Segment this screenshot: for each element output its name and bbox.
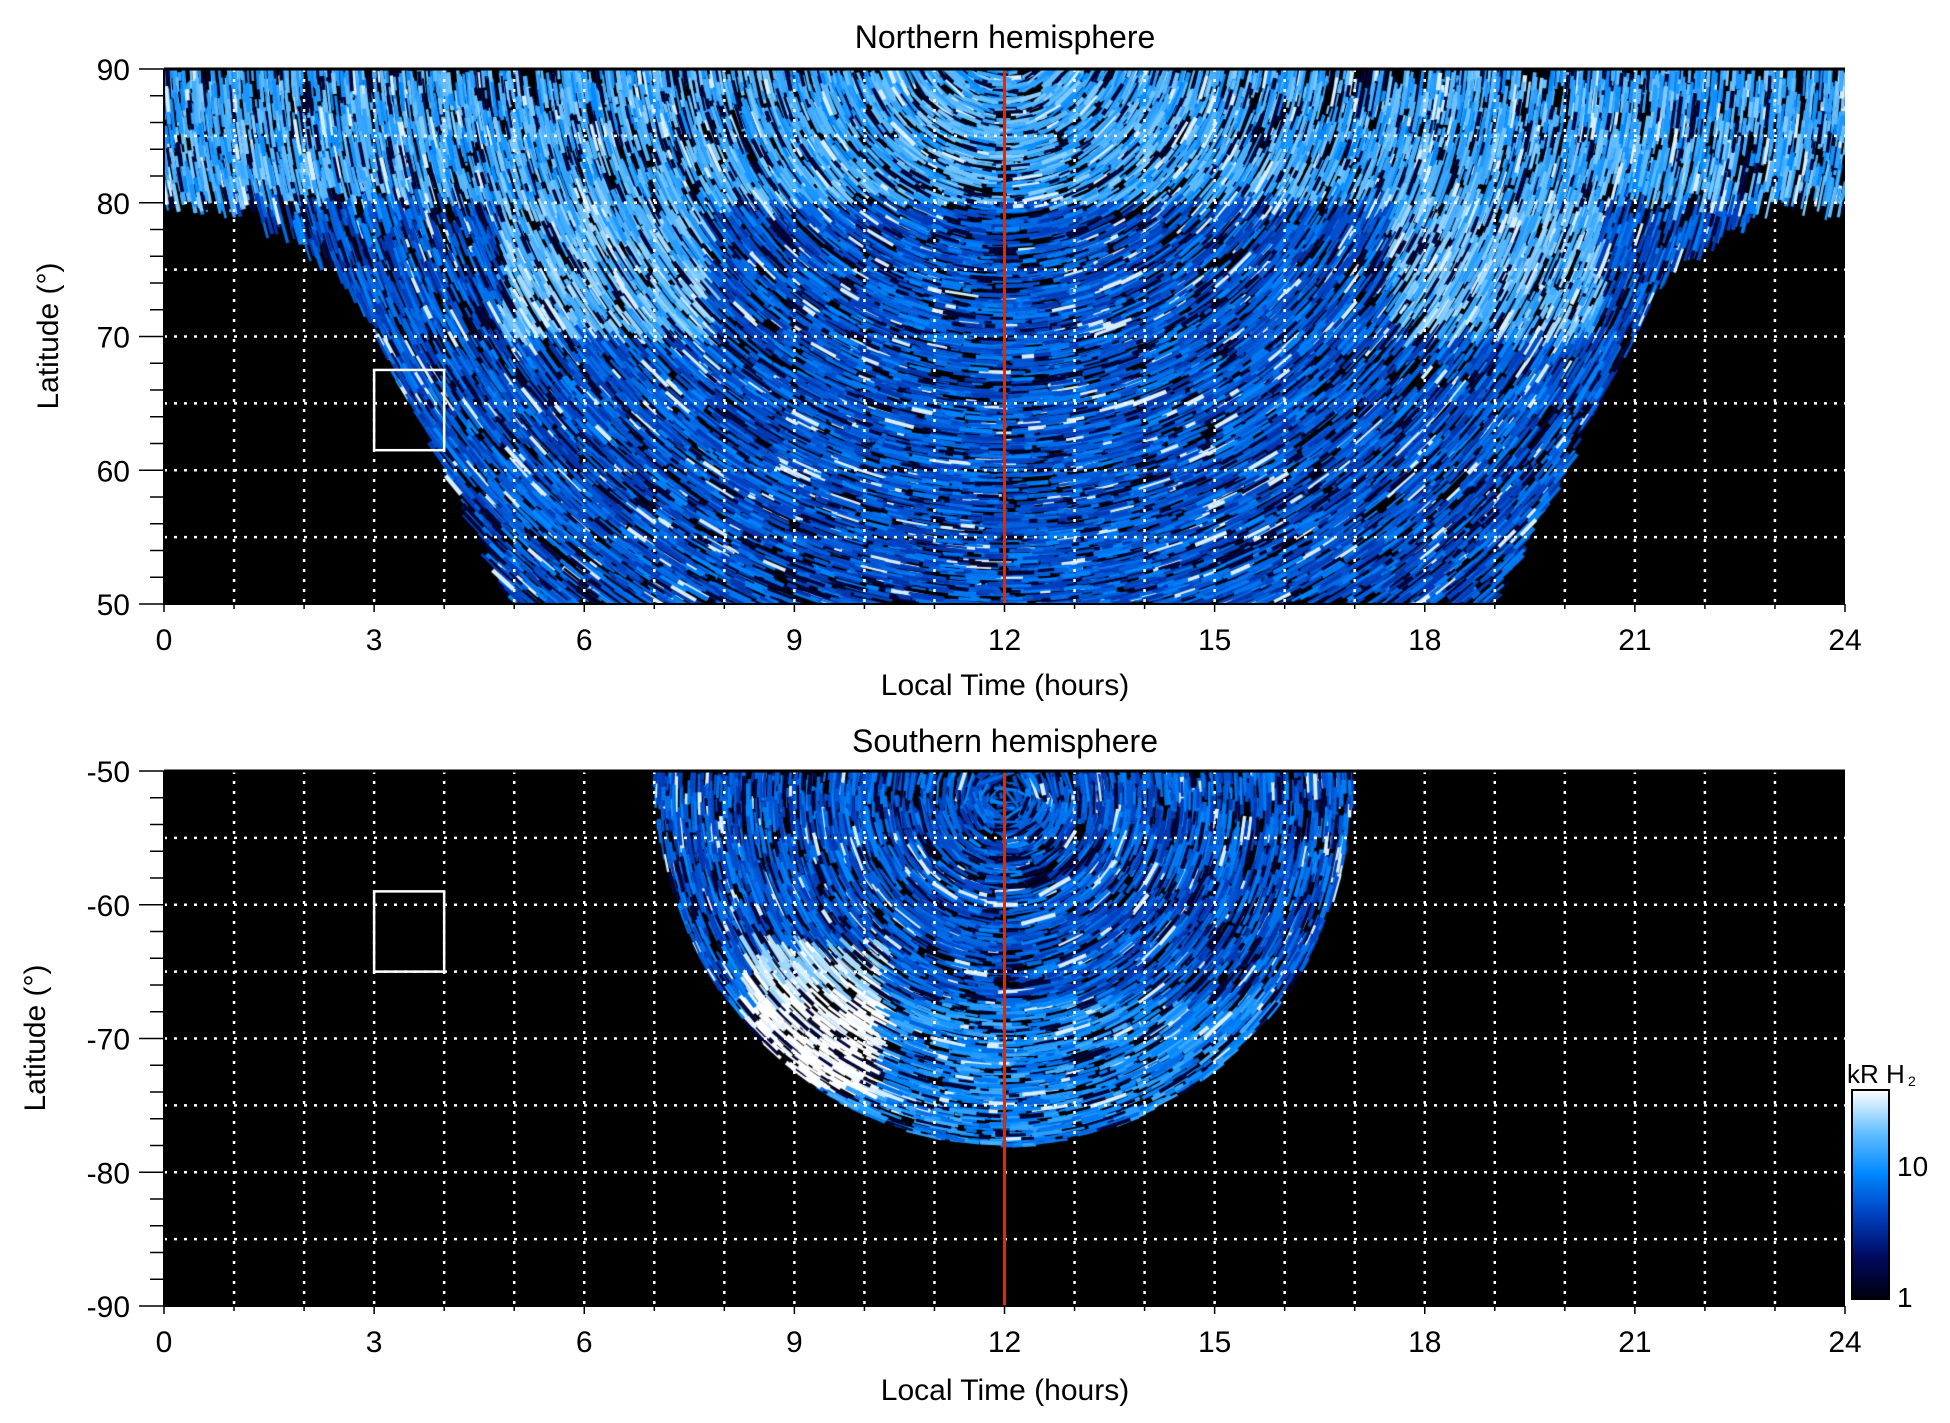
- x-tick-label: 12: [988, 624, 1021, 657]
- colorbar-label-subscript: 2: [1908, 1073, 1916, 1089]
- south-xlabel: Local Time (hours): [881, 1374, 1129, 1407]
- colorbar-frame: [1851, 1089, 1890, 1300]
- y-tick-label: -60: [87, 890, 130, 923]
- x-tick-label: 3: [366, 1326, 383, 1359]
- colorbar-label: kR H: [1847, 1059, 1905, 1089]
- y-tick-label: 70: [97, 322, 130, 355]
- region-box: [372, 368, 446, 452]
- y-tick-label: -90: [87, 1291, 130, 1324]
- x-tick-label: 18: [1408, 624, 1441, 657]
- y-tick-label: 60: [97, 455, 130, 488]
- colorbar-tick-1: 1: [1897, 1282, 1913, 1313]
- x-tick-label: 15: [1198, 624, 1231, 657]
- y-tick-label: -80: [87, 1157, 130, 1190]
- x-tick-label: 6: [576, 1326, 593, 1359]
- colorbar-title: kR H 2: [1847, 1059, 1916, 1089]
- x-tick-label: 0: [156, 1326, 173, 1359]
- x-tick-label: 9: [786, 624, 803, 657]
- x-tick-label: 12: [988, 1326, 1021, 1359]
- x-tick-label: 15: [1198, 1326, 1231, 1359]
- y-tick-label: -50: [87, 756, 130, 789]
- x-tick-label: 21: [1618, 624, 1651, 657]
- x-tick-label: 0: [156, 624, 173, 657]
- north-title: Northern hemisphere: [855, 19, 1156, 55]
- x-tick-label: 6: [576, 624, 593, 657]
- x-tick-label: 21: [1618, 1326, 1651, 1359]
- x-tick-label: 24: [1828, 1326, 1861, 1359]
- y-tick-label: 50: [97, 589, 130, 622]
- x-tick-label: 24: [1828, 624, 1861, 657]
- colorbar-tick-10: 10: [1897, 1151, 1928, 1182]
- y-tick-label: 90: [97, 54, 130, 87]
- north-xlabel: Local Time (hours): [881, 669, 1129, 702]
- south-title: Southern hemisphere: [852, 723, 1158, 759]
- x-tick-label: 18: [1408, 1326, 1441, 1359]
- colorbar-gradient: [1852, 1090, 1889, 1299]
- x-tick-label: 3: [366, 624, 383, 657]
- region-box: [372, 890, 446, 973]
- y-tick-label: 80: [97, 188, 130, 221]
- north-ylabel: Latitude (°): [32, 262, 65, 409]
- y-tick-label: -70: [87, 1024, 130, 1057]
- x-tick-label: 9: [786, 1326, 803, 1359]
- south-ylabel: Latitude (°): [19, 964, 52, 1111]
